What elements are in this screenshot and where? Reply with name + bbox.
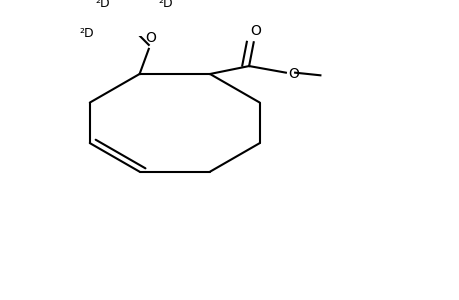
Text: O: O [288,67,298,81]
Text: O: O [146,31,156,45]
Text: ²D: ²D [95,0,109,10]
Text: ²D: ²D [79,26,93,40]
Text: O: O [250,24,261,38]
Text: ²D: ²D [157,0,172,10]
